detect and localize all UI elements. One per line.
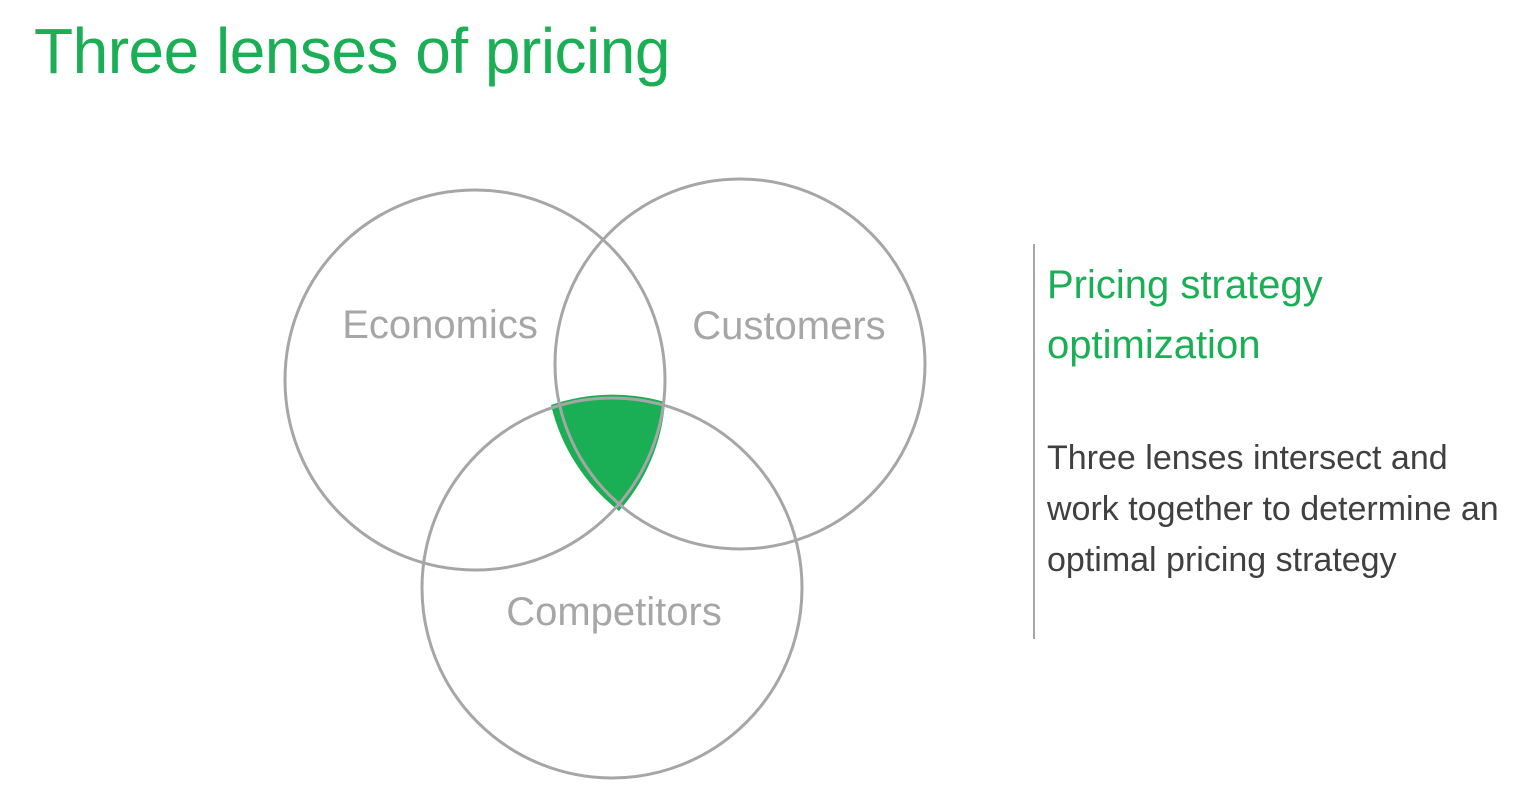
lens-label-economics: Economics <box>342 303 538 347</box>
lens-label-competitors: Competitors <box>506 590 722 634</box>
summary-heading: Pricing strategy optimization <box>1047 263 1323 367</box>
lens-circle-economics <box>283 188 667 572</box>
vertical-divider <box>1033 244 1035 639</box>
summary-body: Three lenses intersect and work together… <box>1047 439 1499 579</box>
page-title: Three lenses of pricing <box>34 15 670 87</box>
lens-circle-competitors <box>420 396 804 780</box>
lens-label-customers: Customers <box>692 304 885 348</box>
lens-circle-customers <box>553 177 927 551</box>
